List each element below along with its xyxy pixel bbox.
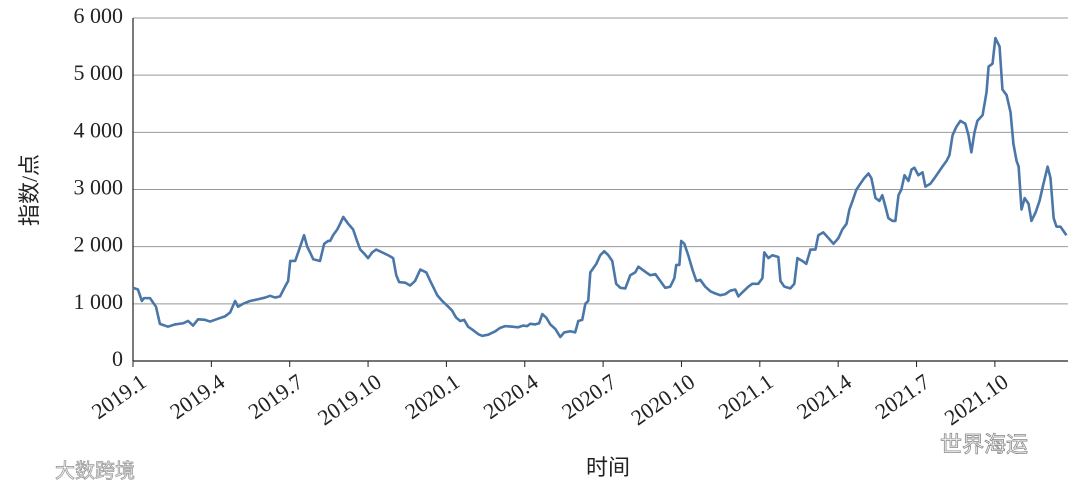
y-tick-label: 5 000	[74, 60, 124, 85]
x-tick-label: 2020.4	[479, 369, 543, 424]
y-tick-label: 3 000	[74, 175, 124, 200]
watermark: 世界海运	[940, 433, 1028, 458]
x-tick-label: 2020.1	[400, 369, 464, 424]
y-tick-label: 2 000	[74, 232, 124, 257]
y-tick-label: 1 000	[74, 289, 124, 314]
x-tick-label: 2019.10	[313, 369, 386, 430]
watermark: 大数跨境	[55, 459, 135, 483]
x-tick-label: 2019.4	[165, 369, 229, 424]
x-axis-title: 时间	[586, 455, 630, 480]
x-tick-label: 2021.4	[792, 369, 856, 424]
y-tick-label: 4 000	[74, 117, 124, 142]
x-tick-label: 2021.7	[870, 369, 934, 424]
series-line	[132, 36, 1068, 339]
y-tick-label: 6 000	[74, 3, 124, 28]
x-tick-label: 2021.1	[714, 369, 778, 424]
x-tick-label: 2019.7	[244, 369, 308, 424]
y-tick-label: 0	[112, 346, 123, 371]
y-axis-title: 指数/点	[17, 154, 42, 226]
x-tick-label: 2020.10	[626, 369, 699, 430]
x-tick-label: 2021.10	[940, 369, 1013, 430]
x-tick-label: 2020.7	[557, 369, 621, 424]
x-tick-label: 2019.1	[87, 369, 151, 424]
